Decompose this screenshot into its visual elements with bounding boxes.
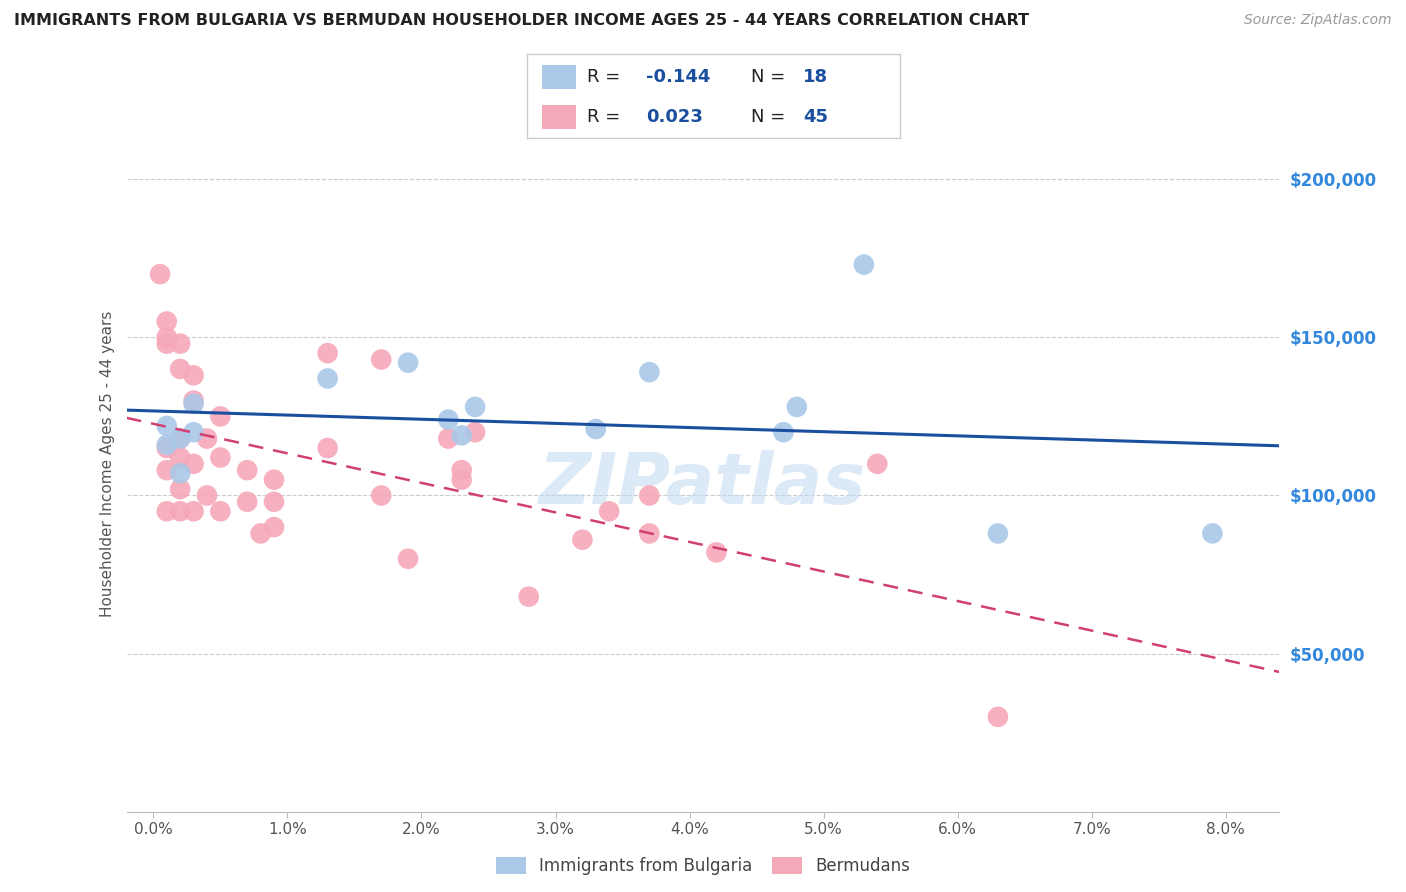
- Point: [370, 352, 392, 367]
- Point: [852, 258, 875, 272]
- Text: R =: R =: [586, 108, 626, 126]
- Point: [156, 504, 179, 518]
- Point: [156, 314, 179, 328]
- Point: [450, 473, 472, 487]
- Point: [156, 438, 179, 452]
- Point: [598, 504, 620, 518]
- Point: [464, 425, 486, 440]
- Point: [169, 432, 191, 446]
- Point: [1201, 526, 1223, 541]
- Point: [169, 336, 191, 351]
- Y-axis label: Householder Income Ages 25 - 44 years: Householder Income Ages 25 - 44 years: [100, 310, 115, 617]
- Point: [156, 441, 179, 455]
- Text: 18: 18: [803, 69, 828, 87]
- Text: -0.144: -0.144: [647, 69, 711, 87]
- Point: [236, 495, 259, 509]
- Point: [183, 425, 205, 440]
- Text: Source: ZipAtlas.com: Source: ZipAtlas.com: [1244, 13, 1392, 28]
- Point: [316, 346, 339, 360]
- Point: [638, 365, 661, 379]
- Point: [183, 397, 205, 411]
- Point: [316, 371, 339, 385]
- Point: [263, 520, 285, 534]
- Text: 0.023: 0.023: [647, 108, 703, 126]
- Point: [209, 450, 232, 465]
- Text: N =: N =: [751, 69, 790, 87]
- Point: [156, 336, 179, 351]
- Point: [585, 422, 607, 436]
- Point: [169, 504, 191, 518]
- Point: [183, 504, 205, 518]
- Point: [437, 412, 460, 426]
- Point: [987, 710, 1010, 724]
- Point: [149, 267, 172, 281]
- Point: [195, 488, 218, 502]
- Point: [706, 545, 728, 559]
- Point: [316, 441, 339, 455]
- Point: [638, 488, 661, 502]
- Bar: [543, 65, 575, 89]
- Point: [169, 432, 191, 446]
- Point: [464, 400, 486, 414]
- Point: [209, 409, 232, 424]
- Point: [183, 393, 205, 408]
- Text: R =: R =: [586, 69, 626, 87]
- Point: [183, 457, 205, 471]
- Point: [156, 330, 179, 344]
- Point: [517, 590, 540, 604]
- Text: IMMIGRANTS FROM BULGARIA VS BERMUDAN HOUSEHOLDER INCOME AGES 25 - 44 YEARS CORRE: IMMIGRANTS FROM BULGARIA VS BERMUDAN HOU…: [14, 13, 1029, 29]
- Point: [263, 473, 285, 487]
- Point: [169, 450, 191, 465]
- Point: [437, 432, 460, 446]
- Point: [169, 467, 191, 481]
- Point: [772, 425, 794, 440]
- Point: [169, 482, 191, 496]
- Point: [195, 432, 218, 446]
- Point: [450, 463, 472, 477]
- Point: [571, 533, 593, 547]
- Point: [396, 551, 419, 566]
- Bar: [543, 105, 575, 129]
- Text: N =: N =: [751, 108, 790, 126]
- Point: [169, 362, 191, 376]
- Point: [183, 368, 205, 383]
- Point: [370, 488, 392, 502]
- Point: [263, 495, 285, 509]
- Point: [236, 463, 259, 477]
- Text: 45: 45: [803, 108, 828, 126]
- Legend: Immigrants from Bulgaria, Bermudans: Immigrants from Bulgaria, Bermudans: [488, 848, 918, 883]
- Text: ZIPatlas: ZIPatlas: [540, 450, 866, 519]
- Point: [866, 457, 889, 471]
- Point: [450, 428, 472, 442]
- Point: [209, 504, 232, 518]
- Point: [249, 526, 271, 541]
- Point: [156, 463, 179, 477]
- Point: [638, 526, 661, 541]
- Point: [786, 400, 808, 414]
- Point: [987, 526, 1010, 541]
- Point: [396, 356, 419, 370]
- Point: [156, 418, 179, 433]
